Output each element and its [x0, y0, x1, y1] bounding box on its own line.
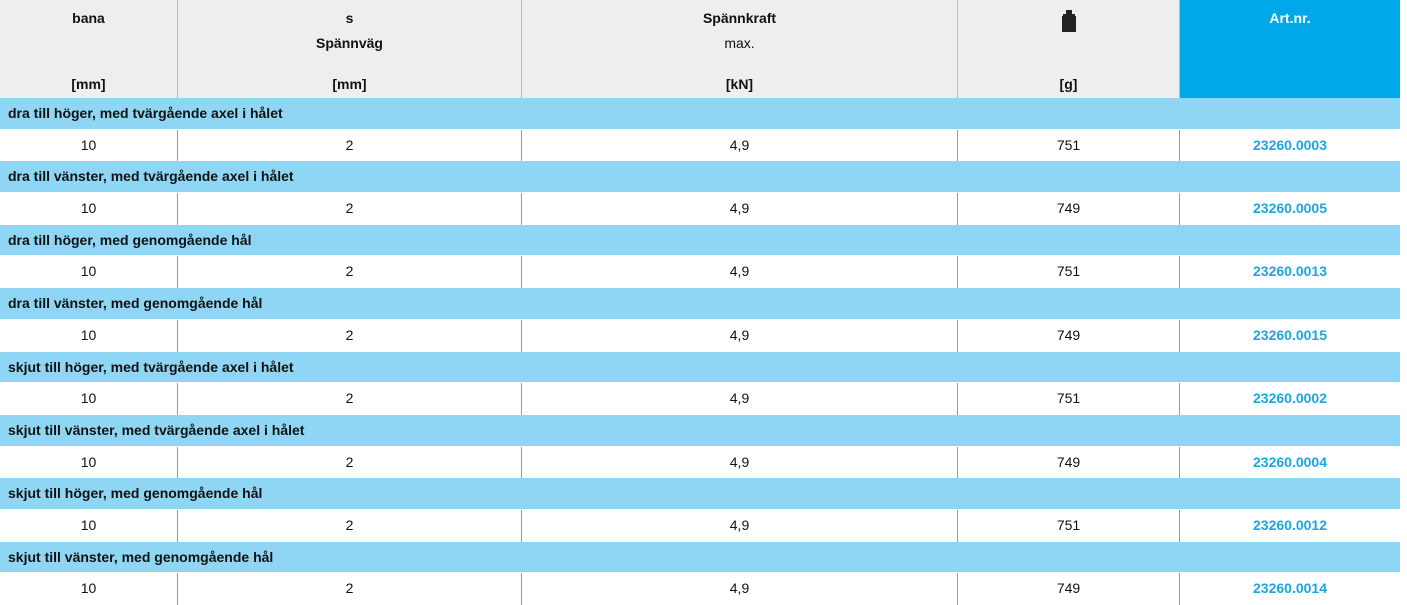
table-cell: 4,9 — [522, 509, 958, 542]
article-number: 23260.0004 — [1253, 453, 1327, 470]
header-text: max. — [724, 35, 755, 51]
table-cell: 2 — [178, 509, 522, 542]
header-text: [mm] — [71, 76, 106, 92]
table-cell: 10 — [0, 509, 178, 542]
article-number: 23260.0003 — [1253, 136, 1327, 153]
table-cell: 10 — [0, 256, 178, 289]
header-text: [g] — [1059, 76, 1078, 92]
table-cell: 10 — [0, 319, 178, 352]
table-cell: 2 — [178, 256, 522, 289]
header-cell: Spännkraft max. [kN] — [522, 0, 958, 98]
group-title: skjut till vänster, med tvärgående axel … — [0, 414, 1400, 447]
header-text: Spännväg — [316, 35, 383, 51]
group-title: dra till höger, med tvärgående axel i hå… — [0, 98, 1400, 130]
table-cell: 2 — [178, 319, 522, 352]
group-title: dra till höger, med genomgående hål — [0, 224, 1400, 257]
table-cell: 749 — [958, 319, 1180, 352]
table-cell: 4,9 — [522, 256, 958, 289]
table-cell: 2 — [178, 383, 522, 415]
weight-icon — [1062, 10, 1076, 32]
article-number: 23260.0015 — [1253, 326, 1327, 343]
table-cell: 749 — [958, 573, 1180, 605]
table-cell: 4,9 — [522, 446, 958, 479]
header-text: Spännkraft — [702, 10, 777, 26]
article-number: 23260.0002 — [1253, 390, 1327, 407]
header-text: bana — [72, 10, 105, 26]
table-cell: 2 — [178, 446, 522, 479]
table-cell: 10 — [0, 193, 178, 225]
table-cell: 10 — [0, 573, 178, 605]
table-cell: 4,9 — [522, 319, 958, 352]
group-title: skjut till vänster, med genomgående hål — [0, 541, 1400, 574]
table-cell: 4,9 — [522, 193, 958, 225]
group-title: skjut till höger, med tvärgående axel i … — [0, 351, 1400, 384]
table-cell: 10 — [0, 383, 178, 415]
table-cell: 2 — [178, 129, 522, 162]
table-cell: 4,9 — [522, 573, 958, 605]
article-number: 23260.0005 — [1253, 200, 1327, 217]
article-number: 23260.0013 — [1253, 263, 1327, 280]
header-cell: Art.nr. — [1180, 0, 1400, 98]
table-cell: 751 — [958, 256, 1180, 289]
table-cell: 2 — [178, 193, 522, 225]
table-cell: 751 — [958, 509, 1180, 542]
table-cell: 4,9 — [522, 383, 958, 415]
group-title: skjut till höger, med genomgående hål — [0, 478, 1400, 510]
header-text: [kN] — [725, 76, 754, 92]
header-text: s — [345, 10, 354, 26]
header-text: [mm] — [332, 76, 367, 92]
table-cell: 751 — [958, 383, 1180, 415]
table-cell: 751 — [958, 129, 1180, 162]
table-cell: 10 — [0, 129, 178, 162]
group-title: dra till vänster, med tvärgående axel i … — [0, 161, 1400, 194]
table-cell: 4,9 — [522, 129, 958, 162]
header-cell: [g] — [958, 0, 1180, 98]
header-cell: s Spännväg [mm] — [178, 0, 522, 98]
group-title: dra till vänster, med genomgående hål — [0, 288, 1400, 320]
article-number: 23260.0012 — [1253, 516, 1327, 533]
table-cell: 749 — [958, 446, 1180, 479]
header-text: Art.nr. — [1269, 10, 1311, 26]
table-cell: 10 — [0, 446, 178, 479]
article-number: 23260.0014 — [1253, 580, 1327, 597]
table-cell: 749 — [958, 193, 1180, 225]
table-cell: 2 — [178, 573, 522, 605]
header-cell: bana [mm] — [0, 0, 178, 98]
